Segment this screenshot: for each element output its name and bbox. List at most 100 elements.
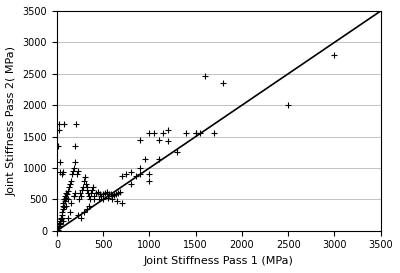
Point xyxy=(83,185,90,189)
Point xyxy=(100,192,106,197)
Point xyxy=(68,178,74,183)
Point xyxy=(58,216,64,220)
Point xyxy=(70,166,77,170)
Point xyxy=(56,219,63,224)
Point xyxy=(102,191,108,195)
Point xyxy=(65,216,71,220)
Point xyxy=(82,175,88,180)
Point xyxy=(56,128,62,132)
Point xyxy=(56,224,62,228)
Point xyxy=(197,130,204,135)
Point xyxy=(80,185,86,189)
Point xyxy=(137,166,144,170)
Y-axis label: Joint Stiffness Pass 2( MPa): Joint Stiffness Pass 2( MPa) xyxy=(7,46,17,196)
Point xyxy=(57,170,64,174)
Point xyxy=(89,188,95,192)
Point xyxy=(62,194,68,198)
Point xyxy=(108,192,114,197)
Point xyxy=(58,216,65,220)
Point xyxy=(86,203,92,208)
X-axis label: Joint Stiffness Pass 1 (MPa): Joint Stiffness Pass 1 (MPa) xyxy=(144,256,294,266)
Point xyxy=(100,197,106,201)
Point xyxy=(87,197,94,201)
Point xyxy=(55,227,61,232)
Point xyxy=(78,194,84,198)
Point xyxy=(111,193,118,197)
Point xyxy=(63,203,70,208)
Point xyxy=(56,122,62,126)
Point xyxy=(56,222,62,227)
Point xyxy=(58,217,64,222)
Point xyxy=(137,172,144,176)
Point xyxy=(70,194,77,198)
Point xyxy=(68,200,74,205)
Point xyxy=(72,191,79,195)
Point xyxy=(165,128,171,132)
Point xyxy=(118,200,125,205)
Point xyxy=(156,156,162,161)
Point xyxy=(109,193,116,198)
Point xyxy=(94,190,101,194)
Point xyxy=(56,222,63,227)
Point xyxy=(331,53,338,57)
Point xyxy=(61,122,68,126)
Point xyxy=(202,74,208,78)
Point xyxy=(109,197,116,201)
Point xyxy=(55,225,62,230)
Point xyxy=(220,81,227,85)
Point xyxy=(93,191,99,195)
Point xyxy=(75,169,82,173)
Point xyxy=(70,169,76,173)
Point xyxy=(75,213,82,217)
Point xyxy=(71,159,78,164)
Point xyxy=(104,190,110,194)
Point xyxy=(64,192,70,197)
Point xyxy=(96,192,103,197)
Point xyxy=(60,200,67,205)
Point xyxy=(59,170,66,174)
Point xyxy=(60,203,66,208)
Point xyxy=(91,194,97,198)
Point xyxy=(74,172,80,176)
Point xyxy=(84,188,91,192)
Point xyxy=(146,131,153,136)
Point xyxy=(70,194,77,198)
Point xyxy=(85,191,92,195)
Point xyxy=(66,185,72,189)
Point xyxy=(151,130,157,135)
Point xyxy=(211,130,218,135)
Point xyxy=(58,210,65,214)
Point xyxy=(67,210,73,214)
Point xyxy=(83,207,90,211)
Point xyxy=(128,182,134,186)
Point xyxy=(128,170,134,174)
Point xyxy=(183,131,190,136)
Point xyxy=(91,197,97,201)
Point xyxy=(156,138,162,142)
Point xyxy=(114,198,120,203)
Point xyxy=(146,172,153,176)
Point xyxy=(146,178,153,183)
Point xyxy=(56,159,63,164)
Point xyxy=(77,191,83,195)
Point xyxy=(82,182,89,186)
Point xyxy=(192,131,199,136)
Point xyxy=(106,192,112,196)
Point xyxy=(132,173,139,178)
Point xyxy=(59,172,65,176)
Point xyxy=(60,219,67,224)
Point xyxy=(59,207,66,211)
Point xyxy=(142,156,148,161)
Point xyxy=(165,139,171,143)
Point xyxy=(76,197,82,201)
Point xyxy=(73,122,80,126)
Point xyxy=(80,210,87,214)
Point xyxy=(160,130,166,135)
Point xyxy=(63,191,70,195)
Point xyxy=(105,196,111,200)
Point xyxy=(65,189,71,193)
Point xyxy=(98,193,104,198)
Point xyxy=(115,191,121,195)
Point xyxy=(55,144,62,148)
Point xyxy=(79,188,85,192)
